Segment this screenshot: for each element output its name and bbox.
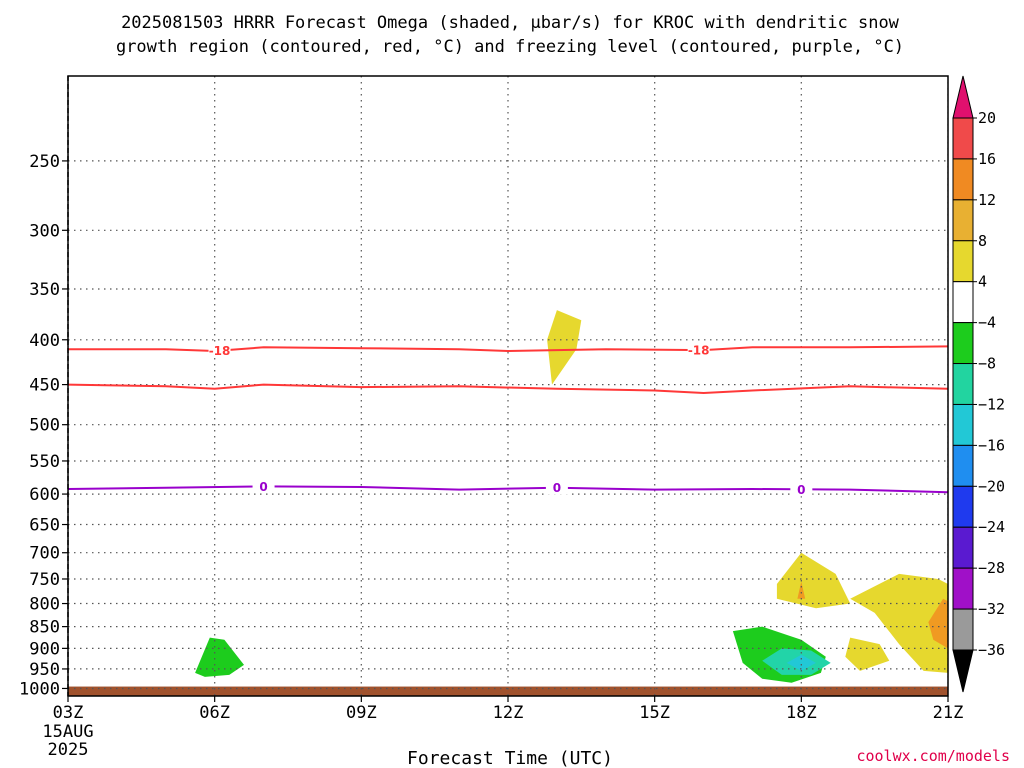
y-tick-label-350: 350 — [29, 280, 60, 300]
plot-area: -18 -18 0 0 0 250 300 350 400 450 500 550 600 650 700 7… — [19, 75, 964, 760]
colorbar: 20 16 12 8 4 −4 −8 −12 −16 −20 −24 −28 −32 −36 — [952, 75, 1005, 693]
x-tick-label-03Z: 03Z — [53, 703, 84, 723]
contour-label-2-0: 0 — [259, 480, 267, 494]
colorbar-label-9: −20 — [978, 477, 1005, 495]
contour-label-0-0: -18 — [209, 344, 231, 358]
x-tick-label-06Z: 06Z — [199, 703, 230, 723]
colorbar-label-7: −12 — [978, 395, 1005, 413]
colorbar-bin-5 — [952, 281, 974, 324]
x-tick-label-21Z: 21Z — [933, 703, 964, 723]
plot-inner: -18 -18 0 0 0 — [68, 76, 948, 696]
omega-region-3 — [850, 573, 948, 673]
title-line-2: growth region (contoured, red, °C) and f… — [116, 37, 904, 57]
colorbar-bin-3 — [952, 199, 974, 242]
colorbar-label-12: −32 — [978, 600, 1005, 618]
chart-title: 2025081503 HRRR Forecast Omega (shaded, … — [116, 13, 904, 57]
colorbar-bin-10 — [952, 485, 974, 528]
y-tick-label-850: 850 — [29, 618, 60, 638]
y-tick-label-700: 700 — [29, 544, 60, 564]
y-tick-label-500: 500 — [29, 416, 60, 436]
colorbar-label-4: 4 — [978, 273, 987, 291]
colorbar-label-3: 8 — [978, 232, 987, 250]
contour-label-bg-0-0 — [208, 343, 231, 358]
colorbar-label-10: −24 — [978, 518, 1005, 536]
x-tick-label-12Z: 12Z — [493, 703, 524, 723]
omega-region-4 — [928, 598, 948, 649]
contour-label-bg-2-2 — [790, 482, 813, 497]
omega-region-2 — [797, 581, 806, 599]
contour-line-0 — [68, 345, 948, 353]
y-tick-label-900: 900 — [29, 639, 60, 659]
credit-link[interactable]: coolwx.com/models — [856, 747, 1010, 765]
x-axis-label: Forecast Time (UTC) — [407, 748, 613, 768]
colorbar-bin-11 — [952, 526, 974, 569]
colorbar-bin-4 — [952, 240, 974, 283]
colorbar-bin-6 — [952, 322, 974, 365]
omega-region-9 — [786, 654, 816, 671]
contour-label-bg-2-0 — [252, 479, 275, 494]
colorbar-bin-2 — [952, 158, 974, 201]
contour-label-2-2: 0 — [797, 483, 805, 497]
colorbar-bin-1 — [952, 117, 974, 160]
colorbar-bin-7 — [952, 363, 974, 405]
x-date-label-0: 15AUG — [42, 722, 93, 742]
y-tick-label-750: 750 — [29, 570, 60, 590]
omega-region-6 — [195, 637, 244, 677]
y-tick-label-650: 650 — [29, 516, 60, 536]
y-tick-label-550: 550 — [29, 452, 60, 472]
colorbar-overflow-top — [952, 75, 974, 119]
x-tick-label-15Z: 15Z — [639, 703, 670, 723]
colorbar-label-0: 20 — [978, 109, 996, 127]
colorbar-label-2: 12 — [978, 191, 996, 209]
colorbar-overflow-bottom — [952, 649, 974, 693]
contour-line-1 — [68, 383, 948, 395]
y-tick-label-450: 450 — [29, 376, 60, 396]
colorbar-bin-9 — [952, 444, 974, 487]
y-tick-label-800: 800 — [29, 595, 60, 615]
colorbar-bin-12 — [952, 567, 974, 610]
colorbar-bin-8 — [952, 403, 974, 446]
contour-label-bg-0-1 — [687, 343, 710, 358]
y-tick-label-300: 300 — [29, 221, 60, 241]
title-line-1: 2025081503 HRRR Forecast Omega (shaded, … — [121, 13, 900, 33]
colorbar-label-13: −36 — [978, 641, 1005, 659]
x-date-label-1: 2025 — [48, 740, 89, 760]
y-tick-label-1000: 1000 — [19, 679, 60, 699]
y-tick-label-950: 950 — [29, 660, 60, 680]
colorbar-label-5: −4 — [978, 314, 996, 332]
omega-region-0 — [547, 310, 582, 385]
x-tick-label-18Z: 18Z — [786, 703, 817, 723]
omega-region-5 — [845, 637, 890, 671]
ground-surface — [68, 686, 948, 696]
y-tick-label-250: 250 — [29, 152, 60, 172]
contour-label-2-1: 0 — [553, 481, 561, 495]
colorbar-label-1: 16 — [978, 150, 996, 168]
omega-region-1 — [776, 552, 851, 609]
colorbar-label-11: −28 — [978, 559, 1005, 577]
y-tick-label-600: 600 — [29, 485, 60, 505]
colorbar-bin-13 — [952, 608, 974, 651]
colorbar-label-6: −8 — [978, 355, 996, 373]
y-tick-label-400: 400 — [29, 331, 60, 351]
x-tick-label-09Z: 09Z — [346, 703, 377, 723]
contour-label-0-1: -18 — [688, 344, 710, 358]
colorbar-label-8: −16 — [978, 436, 1005, 454]
contour-label-bg-2-1 — [545, 480, 568, 495]
